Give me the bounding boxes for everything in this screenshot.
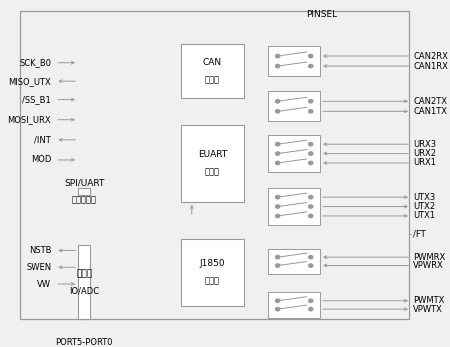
Text: UTX1: UTX1	[413, 211, 435, 220]
Circle shape	[275, 65, 280, 68]
Bar	[78, 188, 90, 195]
Bar	[268, 188, 320, 225]
Circle shape	[309, 299, 313, 303]
Circle shape	[275, 299, 280, 303]
Text: CAN2RX: CAN2RX	[413, 51, 448, 60]
Text: UTX2: UTX2	[413, 202, 435, 211]
Text: CAN1RX: CAN1RX	[413, 61, 448, 70]
Circle shape	[275, 264, 280, 267]
Text: PINSEL: PINSEL	[306, 10, 338, 19]
Circle shape	[275, 54, 280, 58]
Circle shape	[309, 54, 313, 58]
Text: 控制器: 控制器	[76, 269, 92, 278]
Text: /SS_B1: /SS_B1	[22, 95, 51, 104]
Circle shape	[275, 195, 280, 199]
Bar	[268, 249, 320, 274]
Circle shape	[275, 255, 280, 259]
Bar	[181, 125, 243, 202]
Bar	[78, 245, 90, 319]
Text: NSTB: NSTB	[29, 246, 51, 255]
Circle shape	[275, 152, 280, 155]
Text: PORT5-PORT0: PORT5-PORT0	[55, 338, 113, 347]
Circle shape	[309, 161, 313, 164]
Text: 控制器: 控制器	[205, 276, 220, 285]
Text: 控制器: 控制器	[205, 167, 220, 176]
Text: PWMTX: PWMTX	[413, 296, 445, 305]
Text: CAN1TX: CAN1TX	[413, 107, 447, 116]
Text: VPWTX: VPWTX	[413, 305, 443, 314]
Text: IO/ADC: IO/ADC	[69, 286, 99, 295]
Circle shape	[275, 100, 280, 103]
Bar	[181, 44, 243, 98]
Circle shape	[309, 143, 313, 146]
Text: UTX3: UTX3	[413, 193, 436, 202]
Text: VPWRX: VPWRX	[413, 261, 444, 270]
Circle shape	[309, 152, 313, 155]
Circle shape	[309, 255, 313, 259]
Circle shape	[275, 307, 280, 311]
Circle shape	[275, 161, 280, 164]
Circle shape	[309, 205, 313, 208]
Circle shape	[309, 307, 313, 311]
Text: /FT: /FT	[413, 230, 426, 238]
Text: URX3: URX3	[413, 140, 436, 149]
Bar	[268, 91, 320, 121]
Text: 控制器: 控制器	[205, 75, 220, 84]
Text: SWEN: SWEN	[26, 263, 51, 272]
Circle shape	[309, 264, 313, 267]
Circle shape	[309, 110, 313, 113]
Text: CAN: CAN	[203, 58, 222, 67]
Bar	[268, 46, 320, 76]
Text: CAN2TX: CAN2TX	[413, 97, 447, 106]
Bar	[268, 293, 320, 318]
Circle shape	[309, 195, 313, 199]
Text: MOSI_URX: MOSI_URX	[8, 115, 51, 124]
Text: 合令控制器: 合令控制器	[72, 196, 97, 205]
Text: J1850: J1850	[200, 260, 225, 268]
Circle shape	[275, 205, 280, 208]
Circle shape	[309, 214, 313, 218]
Circle shape	[275, 110, 280, 113]
Text: VW: VW	[37, 279, 51, 288]
Text: EUART: EUART	[198, 150, 227, 159]
Text: URX1: URX1	[413, 159, 436, 168]
Text: SPI/UART: SPI/UART	[64, 179, 104, 188]
Circle shape	[275, 143, 280, 146]
Text: PWMRX: PWMRX	[413, 253, 446, 262]
Text: SCK_B0: SCK_B0	[19, 58, 51, 67]
Text: /INT: /INT	[34, 135, 51, 144]
Bar	[181, 239, 243, 306]
Text: URX2: URX2	[413, 149, 436, 158]
Bar	[268, 135, 320, 172]
Circle shape	[309, 65, 313, 68]
Circle shape	[309, 100, 313, 103]
Text: MOD: MOD	[31, 155, 51, 164]
Text: MISO_UTX: MISO_UTX	[9, 77, 51, 86]
Circle shape	[275, 214, 280, 218]
